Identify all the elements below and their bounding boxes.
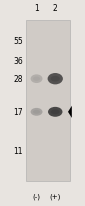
Ellipse shape [51,76,60,82]
Text: 2: 2 [53,5,58,13]
Text: 28: 28 [13,75,23,84]
Ellipse shape [33,77,40,82]
Polygon shape [68,106,72,118]
Text: (+): (+) [50,192,61,199]
Ellipse shape [48,74,63,85]
Ellipse shape [51,110,60,115]
Text: 36: 36 [13,56,23,65]
Ellipse shape [33,110,40,114]
Text: 17: 17 [13,108,23,117]
Text: 1: 1 [34,5,39,13]
Ellipse shape [31,108,42,116]
Text: 11: 11 [13,146,23,155]
Ellipse shape [31,75,42,84]
Ellipse shape [48,107,62,117]
FancyBboxPatch shape [26,21,70,181]
Text: (-): (-) [33,192,41,199]
Text: 55: 55 [13,37,23,46]
